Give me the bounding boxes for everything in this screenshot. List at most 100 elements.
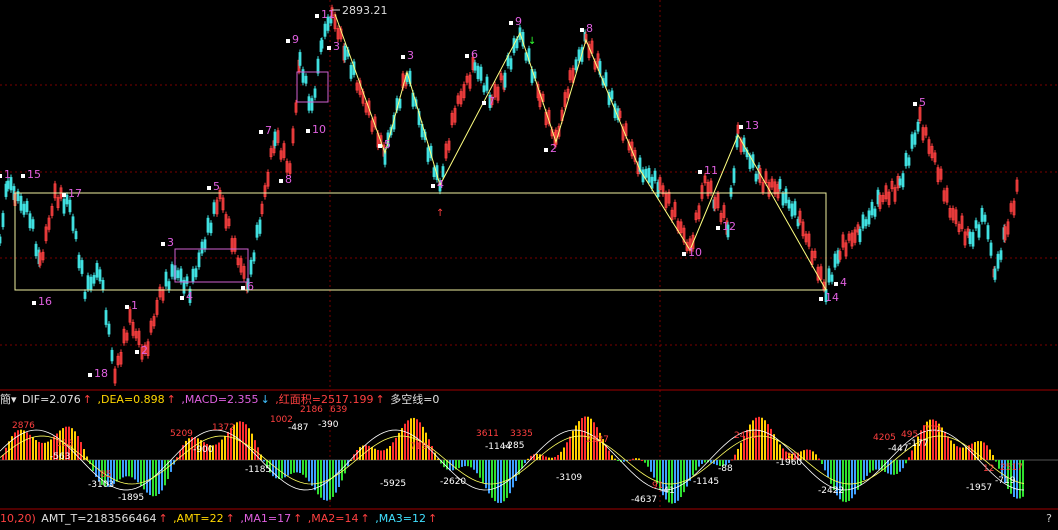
macd-bar xyxy=(218,442,220,460)
macd-bar xyxy=(911,450,913,460)
macd-bar xyxy=(71,428,73,460)
candle-body xyxy=(713,197,717,209)
wave-point-marker xyxy=(682,252,686,256)
macd-bar xyxy=(848,460,850,501)
candle-body xyxy=(179,268,183,283)
macd-bar xyxy=(122,460,124,478)
macd-bar xyxy=(1007,460,1009,489)
macd-bar xyxy=(80,442,82,460)
wave-label: 2 xyxy=(141,344,148,357)
candle-body xyxy=(861,214,865,229)
macd-bar xyxy=(953,443,955,460)
macd-bar xyxy=(992,455,994,460)
macd-bar xyxy=(146,460,148,493)
macd-bar xyxy=(464,460,466,467)
candle-body xyxy=(881,195,885,202)
macd-value-label: -1957 xyxy=(966,483,992,493)
macd-bar xyxy=(53,436,55,460)
macd-bar xyxy=(587,416,589,460)
wave-label: 9 xyxy=(515,15,522,28)
macd-bar xyxy=(191,437,193,460)
amt-value: ,AMT=22 xyxy=(173,512,224,525)
candle-body xyxy=(149,320,153,333)
candle-body xyxy=(209,222,213,234)
macd-bar xyxy=(674,460,676,504)
help-button[interactable]: ? xyxy=(1046,512,1052,525)
macd-bar xyxy=(32,437,34,460)
macd-bar xyxy=(527,458,529,460)
macd-bar xyxy=(1010,460,1012,494)
candle-body xyxy=(307,96,311,111)
candle-body xyxy=(618,110,622,119)
macd-bar xyxy=(470,460,472,468)
macd-value-label: 1002 xyxy=(270,415,293,425)
candle-body xyxy=(432,167,436,177)
amt-params[interactable]: 10,20) xyxy=(0,512,36,525)
consolidation-box-large xyxy=(14,192,827,291)
macd-bar xyxy=(971,443,973,460)
candle-body xyxy=(128,309,132,323)
candle-body xyxy=(71,216,75,231)
candle-body xyxy=(801,221,805,237)
macd-bar xyxy=(890,460,892,475)
wave-point-marker xyxy=(327,46,331,50)
candle-body xyxy=(485,76,489,91)
macd-bar xyxy=(275,460,277,479)
macd-lines xyxy=(0,429,1025,491)
wave-label: 11 xyxy=(704,164,718,177)
highlight-box xyxy=(296,71,329,103)
candle-body xyxy=(77,254,81,269)
macd-bar xyxy=(449,460,451,471)
macd-bar xyxy=(377,449,379,460)
macd-bar xyxy=(947,436,949,460)
macd-bar xyxy=(857,460,859,490)
candle-body xyxy=(119,351,123,365)
macd-bar xyxy=(302,460,304,475)
candle-body xyxy=(92,275,96,284)
candle-body xyxy=(107,323,111,335)
macd-bar xyxy=(212,445,214,460)
wave-label: 6 xyxy=(471,48,478,61)
macd-bar xyxy=(788,453,790,460)
macd-bar xyxy=(272,460,274,477)
candle-body xyxy=(856,224,860,233)
macd-bar xyxy=(917,436,919,460)
candle-body xyxy=(282,143,286,158)
candle-body xyxy=(343,45,347,61)
macd-bar xyxy=(611,455,613,460)
macd-bar xyxy=(83,449,85,460)
macd-bar xyxy=(140,460,142,486)
macd-bar xyxy=(542,455,544,460)
wave-point-marker xyxy=(698,170,702,174)
macd-bar xyxy=(59,430,61,460)
macd-bar xyxy=(593,422,595,460)
macd-bar xyxy=(695,460,697,471)
candle-body xyxy=(56,197,60,209)
macd-bar xyxy=(629,459,631,461)
macd-bar xyxy=(557,455,559,460)
macd-bar xyxy=(458,460,460,469)
wave-label: 8 xyxy=(586,22,593,35)
indicator-menu[interactable]: 簡▾ xyxy=(0,393,17,406)
candle-body xyxy=(355,82,359,91)
candle-body xyxy=(313,88,317,98)
wave-point-marker xyxy=(0,174,2,178)
candle-body xyxy=(682,227,686,243)
macd-bar xyxy=(164,460,166,486)
macd-bar xyxy=(827,460,829,478)
candle-body xyxy=(841,234,845,248)
candle-body xyxy=(336,28,340,40)
candle-body xyxy=(349,65,353,79)
candle-body xyxy=(787,199,791,209)
macd-value-label: -88 xyxy=(718,464,733,474)
macd-bar xyxy=(62,428,64,460)
macd-bar xyxy=(881,460,883,471)
candle-body xyxy=(301,69,305,83)
candle-body xyxy=(320,39,324,49)
candle-body xyxy=(653,170,657,181)
candle-body xyxy=(269,148,273,158)
candle-body xyxy=(773,181,777,195)
candle-body xyxy=(767,182,771,197)
